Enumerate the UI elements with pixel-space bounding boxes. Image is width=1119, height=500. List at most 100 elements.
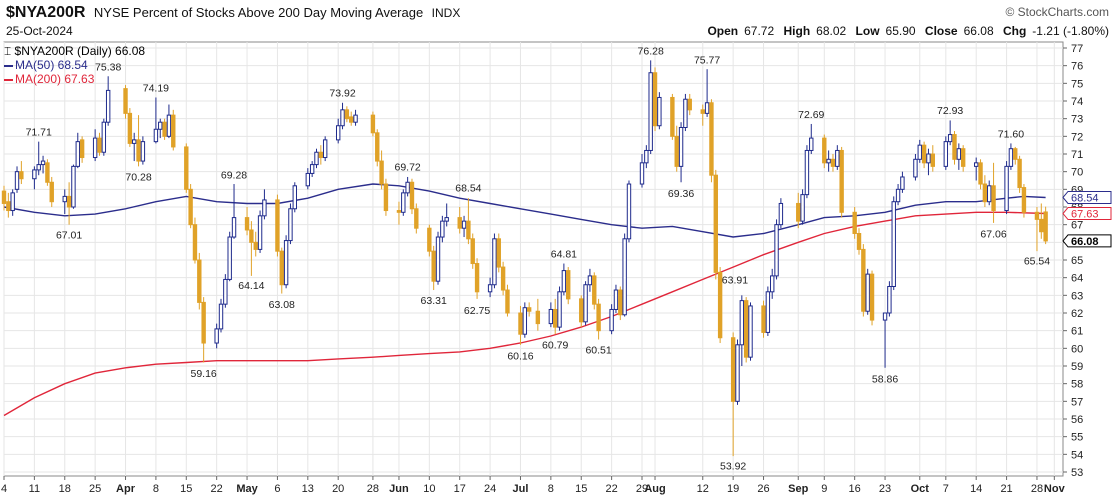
candle: [717, 267, 723, 344]
candle-body: [639, 162, 645, 185]
candle-body: [10, 192, 15, 212]
candle: [982, 175, 988, 207]
candle-body: [518, 312, 523, 335]
candle: [71, 164, 76, 209]
candle: [492, 233, 497, 289]
candle-body: [262, 199, 267, 217]
candle-body: [921, 144, 927, 164]
x-tick-label: 19: [727, 483, 739, 495]
candle: [796, 192, 801, 229]
candle-body: [136, 139, 141, 162]
candle-body: [1008, 148, 1014, 167]
candle: [166, 104, 172, 139]
candle: [435, 231, 441, 285]
y-tick-label: 75: [1071, 78, 1083, 90]
candle: [340, 102, 345, 130]
axis-value-tag: 68.54: [1062, 190, 1112, 204]
chg-label: Chg: [1002, 24, 1027, 38]
candle: [887, 281, 892, 317]
candle: [279, 247, 284, 294]
candle-body: [704, 102, 710, 114]
axis-tag-box: [1062, 190, 1112, 204]
x-tick-label: 15: [575, 483, 587, 495]
price-annotation: 67.01: [56, 229, 82, 241]
candle-body: [197, 259, 202, 303]
candle: [40, 155, 46, 174]
candle: [930, 145, 935, 172]
candle-body: [583, 284, 588, 323]
candle: [535, 298, 541, 331]
candle-body: [900, 176, 905, 190]
x-tick-label: 16: [849, 483, 861, 495]
candle: [470, 233, 475, 269]
price-annotation: 75.38: [95, 62, 121, 74]
x-tick-label: 11: [29, 483, 40, 495]
candle: [826, 150, 831, 172]
candle-body: [761, 305, 766, 333]
price-annotation: 64.81: [551, 248, 577, 260]
candle-body: [743, 300, 749, 358]
candle-body: [618, 289, 623, 316]
candle: [618, 286, 623, 321]
candle-body: [778, 202, 784, 226]
candle: [861, 244, 866, 317]
candle: [192, 217, 198, 264]
candle-body: [1013, 148, 1018, 160]
candle-body: [730, 337, 736, 402]
candle-body: [71, 165, 76, 208]
candle-body: [279, 250, 284, 286]
candle-body: [960, 148, 966, 167]
candle: [800, 189, 805, 225]
candle-body: [674, 135, 679, 167]
candle-body: [14, 171, 20, 190]
candle-body: [796, 202, 801, 222]
candle: [770, 268, 775, 299]
candle-body: [162, 121, 167, 137]
ticker-description: NYSE Percent of Stocks Above 200 Day Mov…: [93, 5, 424, 20]
x-tick-label: 9: [821, 483, 827, 495]
stockcharts-credit: © StockCharts.com: [1005, 5, 1109, 19]
candle: [262, 189, 267, 220]
candle: [184, 143, 189, 193]
candle: [973, 157, 979, 181]
candle-body: [249, 229, 254, 243]
candle-body: [470, 238, 475, 265]
candle-body: [244, 217, 250, 231]
x-tick-label: Aug: [644, 483, 665, 495]
candle: [522, 302, 528, 338]
candle-body: [227, 236, 232, 280]
candle-body: [917, 144, 922, 160]
price-annotation: 62.75: [464, 305, 490, 317]
low-value: 65.90: [885, 24, 916, 38]
candle-body: [557, 291, 562, 328]
candle: [626, 180, 632, 243]
x-tick-label: 17: [454, 483, 466, 495]
candle-body: [335, 125, 341, 141]
candle-body: [913, 158, 918, 178]
price-annotation: 69.72: [394, 162, 420, 174]
y-tick-label: 63: [1071, 290, 1083, 302]
candle: [409, 178, 415, 215]
candle: [765, 286, 771, 336]
candle: [609, 304, 614, 335]
x-tick-label: Apr: [116, 483, 136, 495]
price-annotation: 71.60: [998, 128, 1024, 140]
candle: [670, 93, 675, 140]
price-annotation: 65.54: [1024, 255, 1050, 267]
candle-body: [201, 301, 206, 344]
candle: [566, 267, 571, 305]
candle: [1, 185, 7, 211]
candle-body: [852, 211, 857, 235]
candle: [622, 233, 627, 317]
price-annotation: 63.91: [722, 274, 748, 286]
candle-body: [466, 220, 471, 240]
candle-body: [774, 224, 779, 277]
candle: [474, 258, 480, 299]
candle: [739, 295, 745, 366]
candle: [952, 131, 957, 165]
candle: [761, 300, 766, 338]
candle-body: [891, 201, 896, 287]
x-tick-label: 18: [59, 483, 71, 495]
candle: [66, 182, 72, 225]
